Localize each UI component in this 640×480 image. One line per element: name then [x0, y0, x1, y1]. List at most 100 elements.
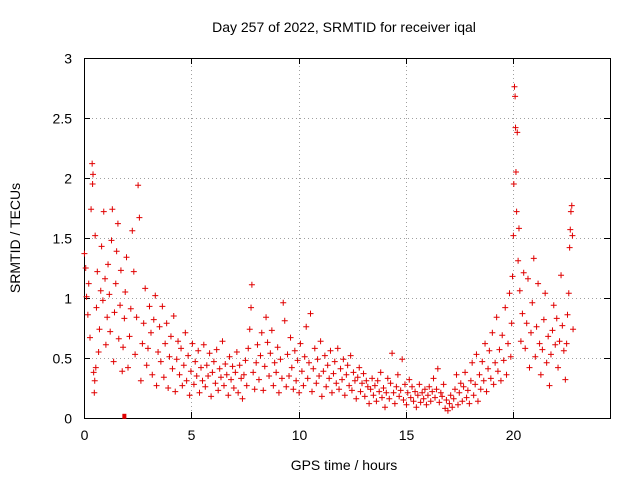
data-point [209, 369, 216, 376]
data-point [568, 202, 575, 209]
data-point [192, 358, 199, 365]
grid-lines [84, 58, 610, 418]
data-point [383, 389, 390, 396]
data-point [89, 160, 96, 167]
data-point [436, 399, 443, 406]
data-point [430, 375, 437, 382]
data-point-marker [122, 413, 127, 419]
data-point [90, 171, 97, 178]
data-point [540, 316, 547, 323]
data-point [143, 362, 150, 369]
data-point [290, 386, 297, 393]
data-point [473, 351, 480, 358]
data-point [301, 353, 308, 360]
data-point [163, 320, 170, 327]
data-point [424, 392, 431, 399]
data-point [443, 397, 450, 403]
data-point [275, 389, 282, 396]
data-point [563, 340, 570, 347]
data-point [82, 265, 89, 271]
data-point [560, 347, 567, 354]
data-point [239, 395, 246, 402]
data-point [399, 356, 406, 363]
data-point [110, 358, 117, 365]
data-point [470, 392, 477, 399]
data-point [147, 329, 154, 336]
data-point [277, 356, 284, 363]
data-point [215, 387, 222, 394]
data-point [462, 369, 469, 376]
data-point [263, 314, 270, 321]
data-point [323, 383, 330, 390]
data-point [293, 377, 300, 384]
data-point [453, 371, 460, 378]
data-point [549, 327, 556, 334]
data-point [81, 250, 88, 257]
data-points [81, 83, 577, 419]
data-point [350, 369, 357, 376]
data-point [190, 381, 197, 388]
data-point [254, 341, 261, 348]
data-point [127, 305, 134, 312]
data-point [121, 315, 128, 322]
data-point [344, 362, 351, 369]
y-tick-label: 2.5 [53, 111, 73, 127]
data-point [271, 359, 278, 366]
data-point [83, 293, 90, 300]
data-point [510, 232, 517, 239]
data-point [180, 362, 187, 369]
data-point [102, 275, 109, 282]
data-point [360, 370, 367, 377]
data-point [243, 382, 250, 389]
data-point [123, 254, 130, 261]
data-point [519, 310, 526, 317]
data-point [155, 349, 162, 355]
data-point [216, 365, 223, 372]
data-point [96, 326, 103, 333]
data-point [476, 371, 483, 378]
data-point [446, 400, 453, 407]
data-point [286, 373, 293, 379]
data-point [469, 359, 476, 366]
data-point [550, 302, 557, 309]
data-point [310, 365, 317, 372]
data-point [298, 368, 305, 375]
data-point [482, 340, 489, 347]
data-point [463, 394, 470, 401]
data-point [566, 244, 573, 251]
y-tick-label: 0 [64, 411, 72, 427]
data-point [412, 388, 419, 395]
data-point [556, 338, 563, 345]
data-point [97, 287, 104, 294]
data-point [543, 359, 550, 366]
data-point [183, 377, 190, 384]
data-point [185, 352, 192, 359]
data-point [546, 382, 553, 389]
data-point [449, 404, 456, 411]
data-point [527, 329, 534, 336]
data-point [480, 377, 487, 384]
data-point [391, 400, 398, 407]
x-tick-label: 20 [506, 427, 522, 443]
data-point [248, 304, 255, 311]
data-point [520, 269, 527, 276]
data-point [407, 394, 414, 401]
data-point [524, 275, 531, 282]
y-tick-label: 1.5 [53, 231, 73, 247]
data-point [85, 280, 92, 287]
data-point [119, 368, 126, 375]
data-point [222, 361, 229, 367]
data-point [284, 351, 291, 358]
data-point [510, 181, 517, 187]
data-point [351, 377, 358, 384]
data-point [144, 345, 151, 352]
data-point [384, 375, 391, 382]
data-point [309, 388, 316, 395]
data-point [196, 389, 203, 396]
data-point [223, 371, 230, 378]
data-point [567, 208, 574, 215]
data-point [270, 382, 277, 389]
data-point [339, 376, 346, 383]
data-point [535, 280, 542, 287]
data-point [90, 369, 97, 376]
